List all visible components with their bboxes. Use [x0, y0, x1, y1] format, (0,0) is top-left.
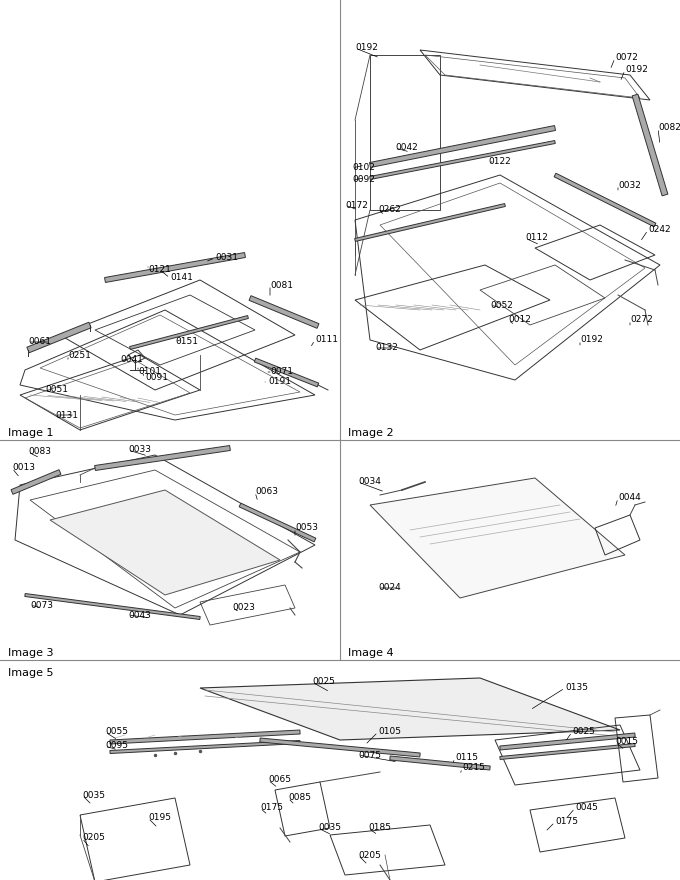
Text: 0033: 0033 [128, 445, 151, 454]
Text: 0052: 0052 [490, 300, 513, 310]
Text: 0095: 0095 [105, 742, 128, 751]
Text: 0121: 0121 [148, 266, 171, 275]
Polygon shape [355, 203, 505, 241]
Text: Image 4: Image 4 [348, 648, 394, 658]
Text: 0205: 0205 [358, 850, 381, 860]
Polygon shape [200, 678, 620, 740]
Polygon shape [110, 740, 300, 753]
Text: 0055: 0055 [105, 728, 128, 737]
Text: 0023: 0023 [232, 604, 255, 612]
Text: Image 5: Image 5 [8, 668, 54, 678]
Text: 0111: 0111 [315, 335, 338, 344]
Text: 0065: 0065 [268, 775, 291, 784]
Text: 0035: 0035 [318, 824, 341, 832]
Text: 0135: 0135 [565, 684, 588, 693]
Text: 0024: 0024 [378, 583, 401, 592]
Text: Image 1: Image 1 [8, 428, 54, 438]
Text: 0051: 0051 [45, 385, 68, 394]
Text: 0175: 0175 [260, 803, 283, 812]
Text: 0192: 0192 [625, 65, 648, 75]
Text: 0035: 0035 [82, 790, 105, 800]
Text: 0195: 0195 [148, 813, 171, 823]
Text: 0071: 0071 [270, 368, 293, 377]
Polygon shape [370, 478, 625, 598]
Polygon shape [239, 503, 316, 542]
Text: 0192: 0192 [580, 335, 603, 344]
Polygon shape [27, 322, 91, 353]
Text: 0041: 0041 [120, 356, 143, 364]
Text: 0045: 0045 [575, 803, 598, 812]
Polygon shape [105, 253, 245, 282]
Polygon shape [249, 296, 319, 328]
Polygon shape [369, 126, 556, 167]
Text: 0185: 0185 [368, 824, 391, 832]
Text: 0015: 0015 [615, 737, 638, 746]
Text: 0112: 0112 [525, 233, 548, 243]
Text: Image 2: Image 2 [348, 428, 394, 438]
Polygon shape [370, 141, 556, 180]
Polygon shape [110, 730, 300, 744]
Text: 0091: 0091 [145, 373, 168, 383]
Text: 0012: 0012 [508, 316, 531, 325]
Text: 0031: 0031 [215, 253, 238, 262]
Text: 0063: 0063 [255, 488, 278, 496]
Text: 0131: 0131 [55, 410, 78, 420]
Text: 0101: 0101 [138, 368, 161, 377]
Polygon shape [632, 94, 668, 196]
Polygon shape [390, 756, 490, 770]
Text: 0043: 0043 [128, 611, 151, 620]
Text: 0242: 0242 [648, 225, 670, 234]
Polygon shape [260, 738, 420, 757]
Text: 0072: 0072 [615, 54, 638, 62]
Text: 0262: 0262 [378, 206, 401, 215]
Text: 0092: 0092 [352, 175, 375, 185]
Text: 0013: 0013 [12, 464, 35, 473]
Text: 0032: 0032 [618, 180, 641, 189]
Text: 0042: 0042 [395, 143, 418, 152]
Text: 0272: 0272 [630, 316, 653, 325]
Text: 0025: 0025 [572, 728, 595, 737]
Text: 0044: 0044 [618, 494, 641, 502]
Polygon shape [254, 358, 319, 387]
Polygon shape [95, 445, 231, 471]
Text: 0191: 0191 [268, 378, 291, 386]
Polygon shape [554, 173, 656, 227]
Text: 0083: 0083 [28, 448, 51, 457]
Text: 0175: 0175 [555, 818, 578, 826]
Text: 0105: 0105 [378, 728, 401, 737]
Text: 0192: 0192 [355, 43, 378, 53]
Polygon shape [11, 470, 61, 495]
Polygon shape [24, 593, 200, 620]
Text: 0061: 0061 [28, 338, 51, 347]
Polygon shape [50, 490, 280, 595]
Text: 0102: 0102 [352, 164, 375, 172]
Text: 0172: 0172 [345, 201, 368, 209]
Text: 0151: 0151 [175, 338, 198, 347]
Text: 0132: 0132 [375, 343, 398, 353]
Polygon shape [500, 733, 635, 750]
Text: Image 3: Image 3 [8, 648, 54, 658]
Text: 0115: 0115 [455, 753, 478, 762]
Text: 0025: 0025 [312, 678, 335, 686]
Text: 0251: 0251 [68, 350, 91, 360]
Text: 0075: 0075 [358, 751, 381, 759]
Text: 0141: 0141 [170, 274, 193, 282]
Text: 0053: 0053 [295, 524, 318, 532]
Text: 0205: 0205 [82, 833, 105, 842]
Polygon shape [500, 744, 635, 759]
Text: 0122: 0122 [488, 158, 511, 166]
Text: 0082: 0082 [658, 123, 680, 133]
Text: 0034: 0034 [358, 478, 381, 487]
Text: 0081: 0081 [270, 281, 293, 290]
Text: 0215: 0215 [462, 764, 485, 773]
Text: 0073: 0073 [30, 600, 53, 610]
Polygon shape [130, 316, 248, 349]
Text: 0085: 0085 [288, 794, 311, 803]
